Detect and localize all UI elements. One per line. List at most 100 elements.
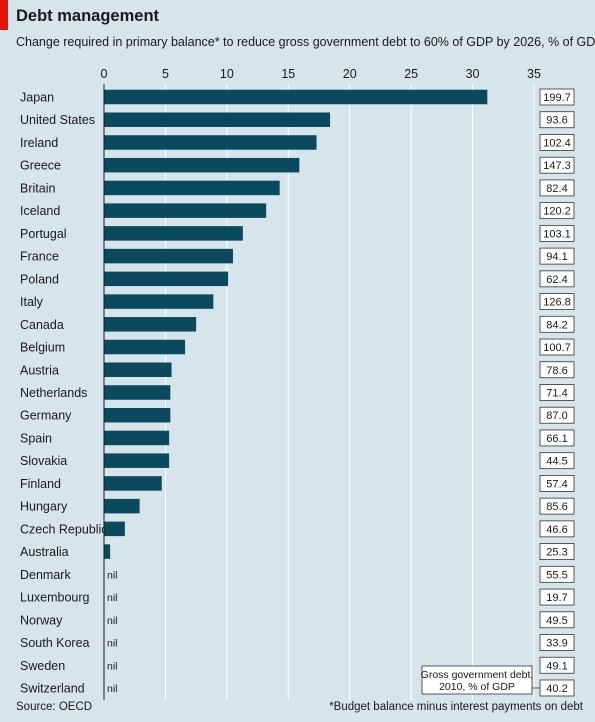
debt-value: 57.4 (546, 478, 567, 490)
debt-value: 126.8 (543, 297, 571, 309)
nil-label: nil (107, 592, 118, 604)
category-label: Switzerland (20, 681, 85, 695)
debt-value: 46.6 (546, 524, 567, 536)
bar (104, 135, 317, 150)
nil-label: nil (107, 683, 118, 695)
debt-value: 25.3 (546, 547, 567, 559)
category-label: South Korea (20, 636, 90, 650)
x-tick-label: 0 (101, 67, 108, 81)
category-label: Portugal (20, 227, 67, 241)
debt-value: 19.7 (546, 592, 567, 604)
category-label: Austria (20, 363, 59, 377)
category-label: Czech Republic (20, 522, 108, 536)
debt-value-box (539, 88, 575, 106)
debt-value-box (539, 543, 575, 560)
debt-value-box (539, 293, 575, 310)
debt-value: 102.4 (543, 137, 571, 149)
category-label: Luxembourg (20, 591, 90, 605)
debt-value-box (539, 338, 575, 356)
category-label: Slovakia (20, 454, 67, 468)
category-label: Iceland (20, 204, 60, 218)
debt-value-box (539, 588, 575, 606)
category-label: Spain (20, 431, 52, 445)
debt-value-box (539, 361, 575, 379)
bar (104, 521, 125, 537)
debt-value-box (539, 134, 575, 151)
nil-label: nil (107, 569, 118, 581)
debt-value-box (539, 656, 575, 674)
category-label: Canada (20, 318, 64, 332)
debt-value: 66.1 (546, 433, 567, 445)
footnote: *Budget balance minus interest payments … (329, 701, 583, 713)
bar (104, 271, 229, 287)
debt-value: 62.4 (546, 274, 567, 286)
bar (104, 89, 488, 105)
category-label: United States (20, 113, 95, 127)
category-label: Japan (20, 91, 54, 105)
chart-title: Debt management (16, 7, 160, 25)
category-label: France (20, 250, 59, 264)
chart-subtitle: Change required in primary balance* to r… (16, 35, 595, 49)
category-label: Belgium (20, 341, 65, 355)
debt-value-box (539, 497, 575, 515)
debt-value: 147.3 (543, 160, 571, 172)
category-label: Norway (20, 613, 63, 627)
bar (104, 203, 267, 218)
debt-value-box (539, 315, 575, 333)
debt-value-box (539, 156, 575, 174)
category-label: Hungary (20, 500, 68, 514)
debt-value: 33.9 (546, 638, 567, 650)
category-label: Ireland (20, 136, 58, 150)
debt-value: 93.6 (546, 115, 567, 127)
debt-value: 85.6 (546, 501, 567, 513)
x-tick-label: 5 (162, 67, 169, 81)
debt-value-box (539, 247, 575, 265)
category-label: Poland (20, 272, 59, 286)
debt-value: 78.6 (546, 365, 567, 377)
category-label: Italy (20, 295, 44, 309)
debt-value-box (539, 111, 575, 129)
bar (104, 407, 171, 423)
debt-value: 94.1 (546, 251, 567, 263)
debt-value-box (539, 634, 575, 651)
category-label: Netherlands (20, 386, 87, 400)
debt-value: 71.4 (546, 387, 567, 399)
debt-value: 40.2 (546, 683, 567, 695)
bar (104, 430, 170, 446)
category-label: Greece (20, 159, 61, 173)
x-tick-label: 25 (404, 67, 418, 81)
debt-legend-line2: 2010, % of GDP (439, 681, 515, 693)
bar (104, 339, 186, 355)
bar (104, 317, 197, 332)
x-tick-label: 10 (220, 67, 234, 81)
debt-value-box (539, 611, 575, 629)
debt-value: 84.2 (546, 319, 567, 331)
debt-value-box (539, 202, 575, 220)
debt-value: 44.5 (546, 456, 567, 468)
debt-value: 120.2 (543, 206, 571, 218)
category-label: Denmark (20, 568, 71, 582)
debt-value: 49.1 (546, 660, 567, 672)
bar (104, 385, 171, 400)
debt-value-box (539, 179, 575, 197)
debt-value: 82.4 (546, 183, 567, 195)
source-note: Source: OECD (16, 701, 93, 713)
category-label: Germany (20, 409, 72, 423)
debt-legend-line1: Gross government debt, (421, 669, 534, 681)
debt-value-box (539, 565, 575, 583)
x-tick-label: 30 (466, 67, 480, 81)
x-tick-label: 35 (527, 67, 541, 81)
debt-legend-box (421, 665, 533, 695)
debt-value-box (539, 475, 575, 492)
bar (104, 226, 243, 241)
debt-value: 100.7 (543, 342, 571, 354)
bar (104, 294, 214, 309)
category-label: Finland (20, 477, 61, 491)
bar (104, 476, 162, 491)
debt-value-box (539, 429, 575, 447)
debt-value: 87.0 (546, 410, 567, 422)
debt-value-box (539, 520, 575, 538)
nil-label: nil (107, 660, 118, 672)
